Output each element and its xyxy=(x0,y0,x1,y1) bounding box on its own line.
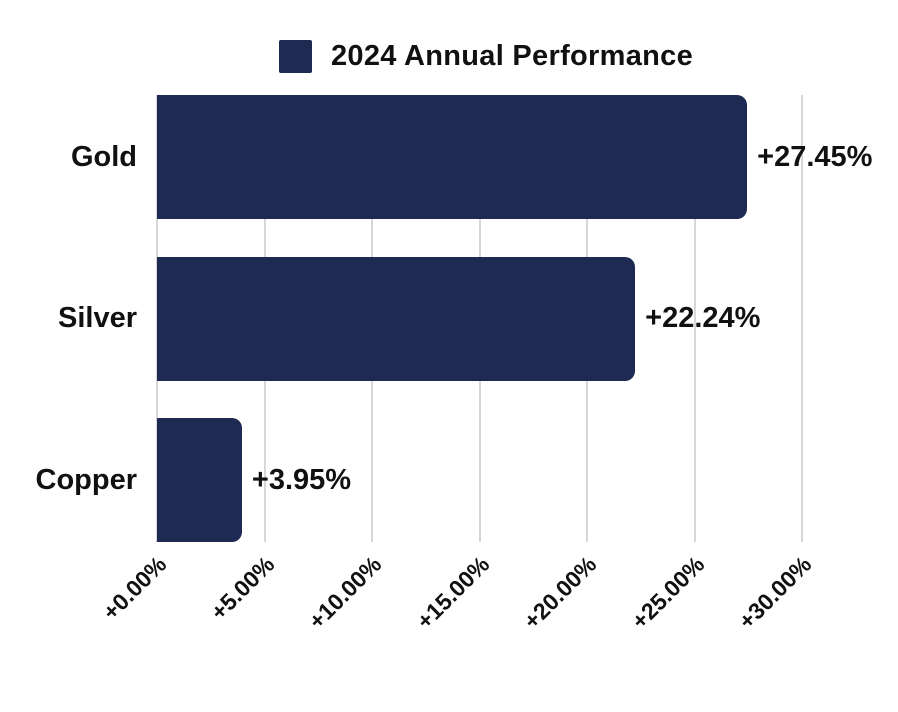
legend-swatch xyxy=(278,39,312,73)
bar-row-silver: +22.24% xyxy=(157,256,802,381)
bar-silver xyxy=(157,256,636,381)
bar-row-copper: +3.95% xyxy=(157,418,802,542)
category-labels: Gold Silver Copper xyxy=(0,95,138,542)
legend: 2024 Annual Performance xyxy=(157,36,815,76)
bar-row-gold: +27.45% xyxy=(157,95,872,219)
bar-gold xyxy=(157,95,748,219)
gridline-+25.00% xyxy=(693,95,696,542)
category-label-gold: Gold xyxy=(70,140,137,173)
plot-area: +27.45% +22.24% +3.95% xyxy=(156,95,872,542)
category-label-copper: Copper xyxy=(35,463,138,496)
bars: +27.45% +22.24% +3.95% xyxy=(157,95,872,542)
bar-copper xyxy=(157,418,242,542)
chart-canvas: 2024 Annual Performance Gold Silver Copper… xyxy=(0,36,873,635)
bar-value-copper: +3.95% xyxy=(251,463,352,496)
legend-title: 2024 Annual Performance xyxy=(330,39,694,72)
gridline-+30.00% xyxy=(801,95,803,542)
category-label-silver: Silver xyxy=(58,302,137,334)
bar-value-gold: +27.45% xyxy=(757,140,873,173)
bar-value-silver: +22.24% xyxy=(645,302,761,334)
